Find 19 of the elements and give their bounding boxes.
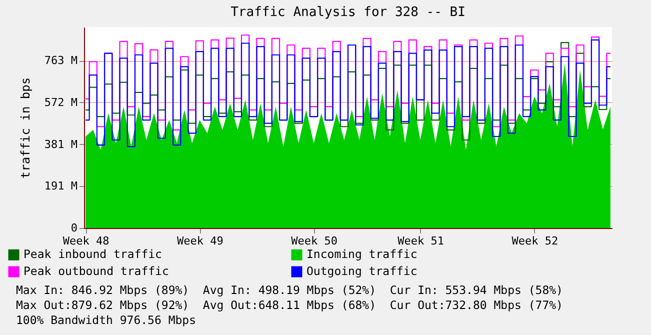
text: Max In: 846.92 Mbps (89%) Avg In: 498.19 Mbps (52%) Cur In: 553.94 Mbps (58%) [16, 283, 563, 298]
x-tick-label: Week 48 [62, 234, 110, 248]
y-tick-label: 191 M [44, 180, 78, 193]
text: 100% Bandwidth 976.56 Mbps [16, 313, 198, 328]
x-tick-label: Week 49 [176, 234, 224, 248]
x-tick-label: Week 52 [512, 234, 558, 248]
y-axis-title: traffic in bps [18, 77, 32, 179]
legend-label: Incoming traffic [306, 246, 418, 261]
chart-title: Traffic Analysis for 328 -- BI [230, 5, 466, 20]
text: Max Out:879.62 Mbps (92%) Avg Out:648.11 Mbps (68%) Cur Out:732.80 Mbps (77%) [16, 298, 563, 313]
y-tick-label: 763 M [44, 54, 78, 68]
x-tick-label: Week 50 [291, 234, 338, 248]
y-tick-label: 572 M [44, 96, 78, 109]
y-tick-label: 0 [70, 222, 78, 234]
legend-label: Peak inbound traffic [24, 246, 162, 261]
legend-label: Outgoing traffic [306, 264, 418, 278]
x-tick-label: Week 51 [398, 234, 444, 248]
legend-label: Peak outbound traffic [24, 264, 169, 278]
y-tick-label: 381 M [44, 138, 78, 151]
